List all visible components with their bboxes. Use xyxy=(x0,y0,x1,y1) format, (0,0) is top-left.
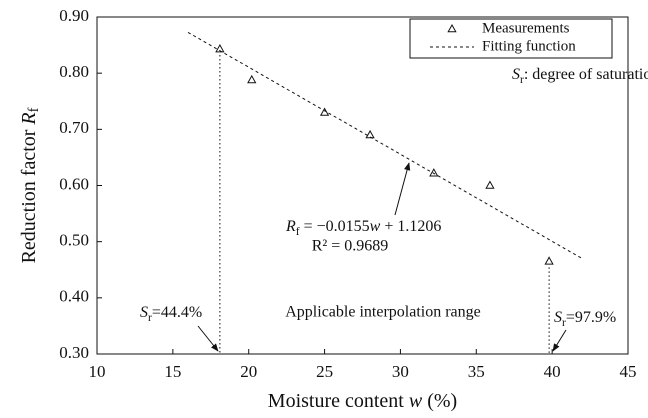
y-tick-label: 0.70 xyxy=(59,118,89,137)
x-tick-label: 25 xyxy=(316,362,333,381)
y-axis-label: Reduction factor Rf xyxy=(18,107,43,263)
y-axis-label-part: f xyxy=(26,107,42,112)
sr-low-arrow xyxy=(197,325,219,352)
equation: Rf = −0.0155w + 1.1206 xyxy=(285,218,441,238)
x-tick-label: 30 xyxy=(392,362,409,381)
y-axis-label-part: Reduction factor xyxy=(18,125,40,264)
sr-low-part: S xyxy=(140,304,148,321)
data-point xyxy=(365,129,375,139)
y-tick-label: 0.50 xyxy=(59,231,89,250)
data-point xyxy=(215,43,225,53)
legend-label: Fitting function xyxy=(482,38,576,54)
equation-arrow xyxy=(394,162,411,216)
sr-low-part: =44.4% xyxy=(152,304,202,321)
equation-part: = −0.0155 xyxy=(300,218,370,235)
y-tick-label: 0.30 xyxy=(59,343,89,362)
x-axis-label: Moisture content w (%) xyxy=(268,390,457,412)
x-tick-label: 45 xyxy=(620,362,637,381)
x-axis-label-part: w xyxy=(409,390,423,412)
sr-low: Sr=44.4% xyxy=(140,304,202,324)
fit-line xyxy=(187,31,583,260)
y-tick-label: 0.90 xyxy=(59,6,89,25)
equation-part: R xyxy=(285,218,296,235)
sr-high-part: =97.9% xyxy=(566,309,616,326)
legend-label: Measurements xyxy=(482,20,570,36)
data-point xyxy=(429,168,439,177)
sr-high-arrow xyxy=(552,329,567,352)
data-point xyxy=(319,107,330,116)
legend-note: Sr: degree of saturation xyxy=(512,66,648,86)
y-tick-label: 0.60 xyxy=(59,174,89,193)
legend-swatch xyxy=(447,23,457,33)
x-tick-label: 35 xyxy=(468,362,485,381)
data-point xyxy=(544,256,554,265)
x-tick-label: 40 xyxy=(544,362,561,381)
range-label: Applicable interpolation range xyxy=(285,304,480,321)
y-tick-label: 0.80 xyxy=(59,62,89,81)
data-point xyxy=(485,180,495,189)
data-point xyxy=(247,74,257,84)
legend-note-part: S xyxy=(512,66,520,83)
equation-part: f xyxy=(296,226,300,238)
sr-high-part: S xyxy=(554,309,562,326)
r-squared: R² = 0.9689 xyxy=(312,238,389,255)
x-axis-label-part: Moisture content xyxy=(268,390,409,412)
equation-part: w xyxy=(370,218,381,235)
y-tick-label: 0.40 xyxy=(59,287,89,306)
x-axis-label-part: (%) xyxy=(422,390,457,412)
sr-low-part: r xyxy=(148,312,152,324)
x-tick-label: 10 xyxy=(89,362,106,381)
equation-part: + 1.1206 xyxy=(380,218,441,235)
x-tick-label: 15 xyxy=(164,362,181,381)
legend-box xyxy=(409,18,613,59)
x-tick-label: 20 xyxy=(240,362,257,381)
sr-high-part: r xyxy=(562,317,566,329)
legend-note-part: r xyxy=(520,74,524,86)
legend-note-part: : degree of saturation xyxy=(524,66,648,83)
sr-high: Sr=97.9% xyxy=(554,309,616,329)
y-axis-label-part: R xyxy=(18,112,40,125)
